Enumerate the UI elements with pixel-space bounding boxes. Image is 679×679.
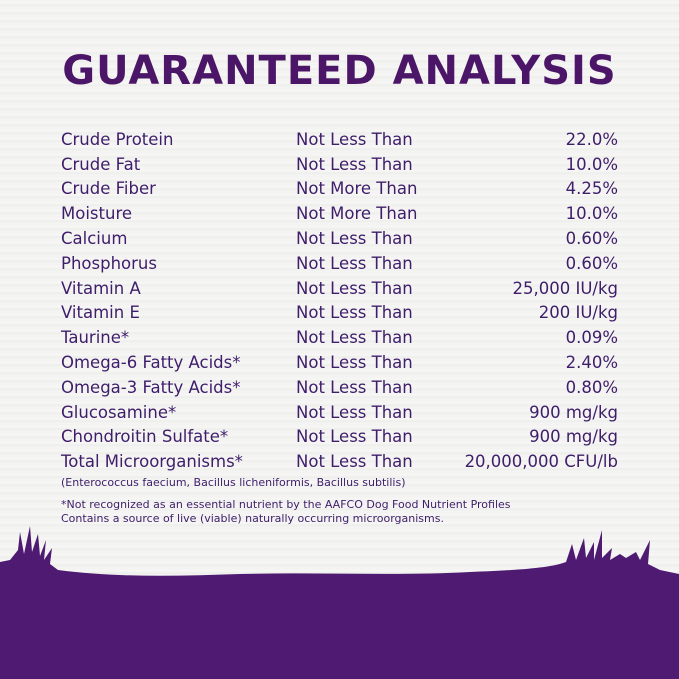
nutrient-value: 10.0% (565, 204, 618, 224)
qualifier: Not Less Than (296, 452, 413, 472)
nutrient-name: Crude Fiber (61, 179, 156, 199)
table-row: Omega-6 Fatty Acids* Not Less Than 2.40% (61, 350, 618, 375)
grass-silhouette (0, 526, 679, 679)
qualifier: Not Less Than (296, 129, 413, 149)
qualifier: Not Less Than (296, 402, 413, 422)
nutrient-name: Moisture (61, 204, 133, 224)
qualifier: Not More Than (296, 204, 418, 224)
nutrient-name: Crude Fat (61, 154, 141, 174)
nutrient-name: Phosphorus (61, 253, 157, 273)
table-row: Chondroitin Sulfate* Not Less Than 900 mg/… (61, 425, 618, 450)
nutrient-value: 900 mg/kg (529, 402, 618, 422)
footnote-microorganisms: Contains a source of live (viable) natur… (61, 511, 444, 525)
table-row: Crude Fat Not Less Than 10.0% (61, 152, 618, 177)
nutrient-name: Glucosamine* (61, 402, 177, 422)
qualifier: Not Less Than (296, 278, 413, 298)
nutrient-value: 0.60% (565, 253, 618, 273)
nutrient-name: Vitamin E (61, 303, 140, 323)
nutrient-value: 0.80% (565, 377, 618, 397)
qualifier: Not Less Than (296, 353, 413, 373)
qualifier: Not Less Than (296, 377, 413, 397)
nutrient-value: 0.60% (565, 229, 618, 249)
nutrient-name: Calcium (61, 229, 128, 249)
analysis-table: Crude Protein Not Less Than 22.0% Crude Fat… (61, 127, 618, 474)
nutrient-name: Crude Protein (61, 129, 174, 149)
nutrient-name: Taurine* (61, 328, 130, 348)
table-row: Vitamin E Not Less Than 200 IU/kg (61, 301, 618, 326)
table-row: Moisture Not More Than 10.0% (61, 201, 618, 226)
table-row: Total Microorganisms* Not Less Than 20,000… (61, 449, 618, 474)
qualifier: Not More Than (296, 179, 418, 199)
table-row: Vitamin A Not Less Than 25,000 IU/kg (61, 276, 618, 301)
nutrient-value: 20,000,000 CFU/lb (464, 452, 618, 472)
qualifier: Not Less Than (296, 154, 413, 174)
nutrient-name: Total Microorganisms* (61, 452, 243, 472)
nutrient-value: 900 mg/kg (529, 427, 618, 447)
nutrient-value: 4.25% (565, 179, 618, 199)
table-row: Glucosamine* Not Less Than 900 mg/kg (61, 400, 618, 425)
nutrient-name: Omega-3 Fatty Acids* (61, 377, 241, 397)
table-row: Calcium Not Less Than 0.60% (61, 226, 618, 251)
qualifier: Not Less Than (296, 253, 413, 273)
table-row: Phosphorus Not Less Than 0.60% (61, 251, 618, 276)
table-row: Crude Fiber Not More Than 4.25% (61, 177, 618, 202)
nutrient-name: Chondroitin Sulfate* (61, 427, 229, 447)
nutrient-value: 200 IU/kg (538, 303, 618, 323)
footnotes: *Not recognized as an essential nutrient… (61, 498, 511, 525)
nutrient-value: 22.0% (565, 129, 618, 149)
nutrient-name: Omega-6 Fatty Acids* (61, 353, 241, 373)
table-row: Omega-3 Fatty Acids* Not Less Than 0.80% (61, 375, 618, 400)
nutrient-value: 10.0% (565, 154, 618, 174)
qualifier: Not Less Than (296, 229, 413, 249)
qualifier: Not Less Than (296, 303, 413, 323)
qualifier: Not Less Than (296, 328, 413, 348)
nutrient-value: 0.09% (565, 328, 618, 348)
qualifier: Not Less Than (296, 427, 413, 447)
nutrient-name: Vitamin A (61, 278, 141, 298)
table-row: Crude Protein Not Less Than 22.0% (61, 127, 618, 152)
nutrient-value: 2.40% (565, 353, 618, 373)
nutrient-value: 25,000 IU/kg (512, 278, 618, 298)
species-note: (Enterococcus faecium, Bacillus lichenif… (61, 476, 406, 489)
table-row: Taurine* Not Less Than 0.09% (61, 325, 618, 350)
footnote-aafco: *Not recognized as an essential nutrient… (61, 498, 511, 511)
page-title: GUARANTEED ANALYSIS (62, 48, 617, 94)
